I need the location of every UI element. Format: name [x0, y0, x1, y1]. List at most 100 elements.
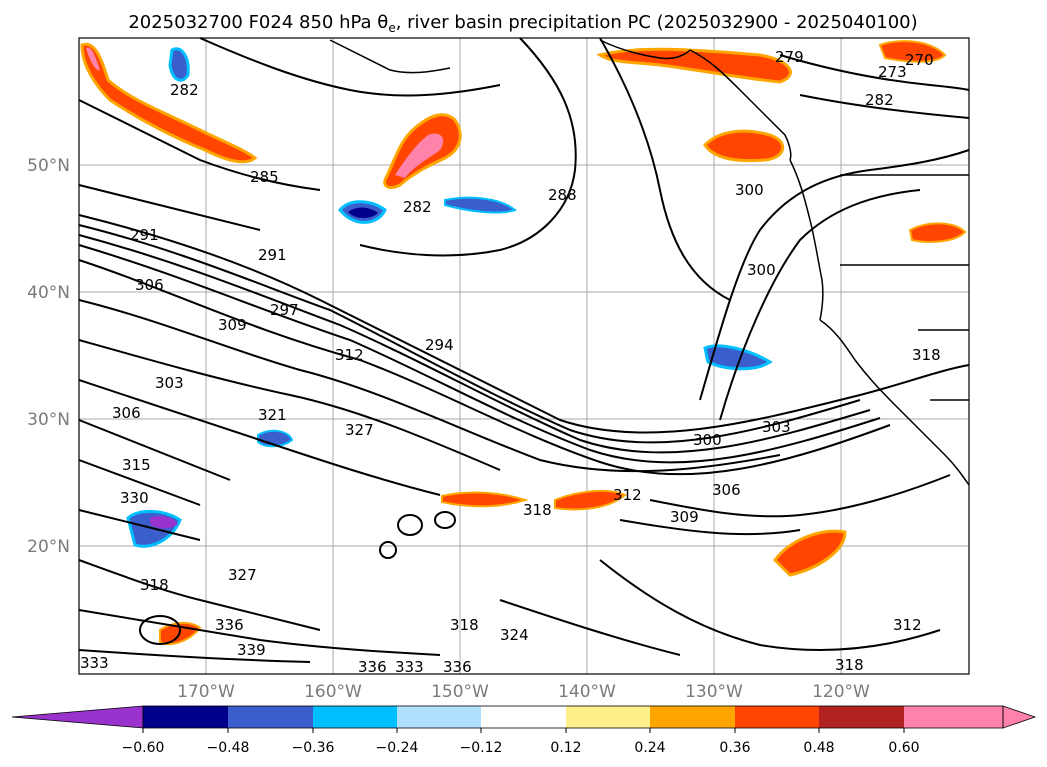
lat-label-20n: 20°N [27, 537, 70, 557]
contour-label: 321 [258, 406, 287, 424]
lon-label-120w: 120°W [812, 682, 870, 702]
colorbar-tick-label: −0.60 [122, 740, 165, 756]
pc-region-rockies [908, 222, 967, 243]
contour-label: 318 [523, 501, 552, 519]
colorbar-tick-label: −0.12 [460, 740, 503, 756]
contour-label: 327 [345, 421, 374, 439]
colorbar-extend-low [11, 705, 144, 729]
contour-label: 291 [258, 246, 287, 264]
contour-label: 288 [548, 186, 577, 204]
map-title: 2025032700 F024 850 hPa θe, river basin … [128, 12, 917, 35]
contour-label: 330 [120, 489, 149, 507]
contour-label: 282 [170, 81, 199, 99]
contour-label: 291 [130, 226, 159, 244]
theta-e-contours [78, 37, 970, 663]
contour-label: 336 [358, 658, 387, 676]
lat-label-40n: 40°N [27, 283, 70, 303]
contour-label: 300 [735, 181, 764, 199]
colorbar-segment [143, 706, 228, 728]
colorbar-ticks [142, 728, 905, 733]
pc-region-neg-3 [444, 196, 518, 214]
colorbar: −0.60 −0.48 −0.36 −0.24 −0.12 0.12 0.24 … [11, 705, 1037, 756]
contour-label: 339 [237, 641, 266, 659]
contour-label: 333 [80, 654, 109, 672]
contour-label: 303 [155, 374, 184, 392]
pc-region-neg-4 [703, 344, 773, 371]
pc-region-neg-2 [168, 47, 190, 82]
contour-label: 306 [135, 276, 164, 294]
lon-label-140w: 140°W [558, 682, 616, 702]
contour-label: 318 [912, 346, 941, 364]
contour-label: 333 [395, 658, 424, 676]
colorbar-frame [142, 705, 1004, 729]
lon-label-150w: 150°W [431, 682, 489, 702]
pc-region-subtrop-2 [554, 489, 627, 511]
colorbar-segment [313, 706, 397, 728]
contour-label: 285 [250, 168, 279, 186]
pc-region-subtrop-3 [773, 529, 847, 577]
colorbar-segment [481, 706, 566, 728]
contour-label: 327 [228, 566, 257, 584]
contour-label: 312 [893, 616, 922, 634]
pc-region-neg-5-core [150, 516, 178, 529]
contour-labels: 282 285 282 288 291 291 306 297 309 312 … [80, 48, 941, 676]
lon-label-160w: 160°W [304, 682, 362, 702]
pc-region-aleutian [80, 42, 258, 164]
contour-label: 306 [112, 404, 141, 422]
contour-label: 336 [443, 658, 472, 676]
contour-label: 282 [403, 198, 432, 216]
contour-label: 300 [747, 261, 776, 279]
contour-label: 318 [450, 616, 479, 634]
contour-label: 312 [335, 346, 364, 364]
map-frame [78, 37, 970, 675]
colorbar-segment [650, 706, 735, 728]
contour-label: 324 [500, 626, 529, 644]
coastlines [329, 39, 970, 486]
contour-label: 309 [670, 508, 699, 526]
colorbar-tick-label: 0.12 [550, 740, 581, 756]
pc-region-aleutian-core [86, 47, 100, 71]
pc-region-pnw [703, 129, 784, 163]
lon-label-130w: 130°W [685, 682, 743, 702]
colorbar-tick-label: −0.48 [207, 740, 250, 756]
colorbar-extend-high [1002, 705, 1037, 729]
contour-label: 270 [905, 51, 934, 69]
colorbar-tick-label: 0.24 [634, 740, 665, 756]
contour-label: 315 [122, 456, 151, 474]
contour-label: 318 [140, 576, 169, 594]
contour-label: 312 [613, 486, 642, 504]
contour-label: 318 [835, 656, 864, 674]
colorbar-segment [904, 706, 1003, 728]
colorbar-tick-label: 0.60 [888, 740, 919, 756]
colorbar-tick-label: 0.36 [719, 740, 750, 756]
pc-region-bc-coast [596, 47, 792, 84]
contour-label: 309 [218, 316, 247, 334]
pc-region-ne [878, 40, 947, 63]
map-area [78, 37, 970, 675]
lat-label-30n: 30°N [27, 410, 70, 430]
latitude-labels: 50°N 40°N 30°N 20°N [27, 156, 70, 557]
pc-region-subtrop-1 [441, 491, 529, 508]
colorbar-segment [566, 706, 650, 728]
contour-label: 336 [215, 616, 244, 634]
contour-label: 279 [775, 48, 804, 66]
contour-label: 306 [712, 481, 741, 499]
contour-label: 303 [762, 418, 791, 436]
contour-label: 273 [878, 63, 907, 81]
colorbar-tick-label: −0.36 [292, 740, 335, 756]
colorbar-segment [735, 706, 819, 728]
colorbar-tick-label: 0.48 [803, 740, 834, 756]
colorbar-segment [397, 706, 481, 728]
pc-region-neg-1-core [348, 207, 378, 219]
contour-label: 300 [693, 431, 722, 449]
colorbar-segment [819, 706, 904, 728]
contour-label: 294 [425, 336, 454, 354]
longitude-labels: 170°W 160°W 150°W 140°W 130°W 120°W [177, 682, 870, 702]
colorbar-segment [228, 706, 313, 728]
lat-label-50n: 50°N [27, 156, 70, 176]
contour-label: 297 [270, 301, 299, 319]
lon-label-170w: 170°W [177, 682, 235, 702]
contour-label: 282 [865, 91, 894, 109]
colorbar-tick-label: −0.24 [376, 740, 419, 756]
